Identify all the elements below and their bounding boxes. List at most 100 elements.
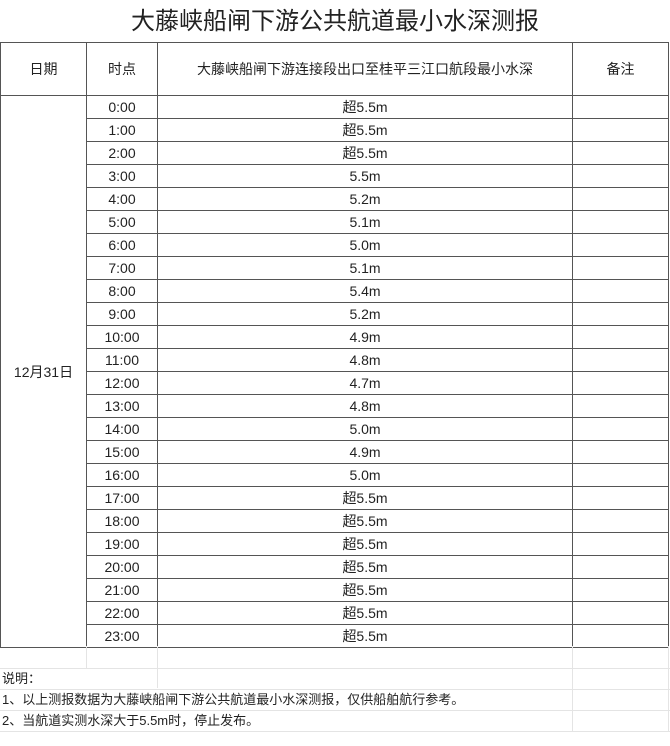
table-row: 3:00 5.5m — [1, 164, 669, 188]
remark-cell — [572, 348, 669, 372]
table-row: 8:00 5.4m — [1, 279, 669, 303]
remark-cell — [572, 394, 669, 418]
remark-cell — [572, 210, 669, 234]
remark-cell — [572, 509, 669, 533]
time-cell: 4:00 — [86, 187, 158, 211]
remark-cell — [572, 417, 669, 441]
depth-cell: 超5.5m — [157, 141, 573, 165]
table-row: 16:00 5.0m — [1, 463, 669, 487]
header-depth: 大藤峡船闸下游连接段出口至桂平三江口航段最小水深 — [157, 42, 573, 96]
remark-cell — [572, 486, 669, 510]
remark-cell — [572, 118, 669, 142]
table-row: 12月31日 0:00 超5.5m — [0, 95, 669, 648]
remark-cell — [572, 164, 669, 188]
remark-cell — [572, 279, 669, 303]
time-cell: 17:00 — [86, 486, 158, 510]
remark-cell — [572, 141, 669, 165]
remark-cell — [572, 601, 669, 625]
notes-section: 说明： 1、以上测报数据为大藤峡船闸下游公共航道最小水深测报，仅供船舶航行参考。… — [0, 646, 670, 732]
header-time: 时点 — [86, 42, 158, 96]
remark-cell — [572, 325, 669, 349]
time-cell: 16:00 — [86, 463, 158, 487]
table-row: 17:00 超5.5m — [1, 486, 669, 510]
remark-cell — [572, 532, 669, 556]
depth-cell: 超5.5m — [157, 624, 573, 648]
time-cell: 9:00 — [86, 302, 158, 326]
depth-cell: 超5.5m — [157, 509, 573, 533]
depth-cell: 4.9m — [157, 325, 573, 349]
table-row: 20:00 超5.5m — [1, 555, 669, 579]
depth-cell: 5.4m — [157, 279, 573, 303]
table-row: 21:00 超5.5m — [1, 578, 669, 602]
time-cell: 2:00 — [86, 141, 158, 165]
table-row: 1:00 超5.5m — [1, 118, 669, 142]
notes-line-1: 1、以上测报数据为大藤峡船闸下游公共航道最小水深测报，仅供船舶航行参考。 — [0, 690, 670, 711]
time-cell: 13:00 — [86, 394, 158, 418]
depth-cell: 超5.5m — [157, 578, 573, 602]
depth-cell: 5.2m — [157, 302, 573, 326]
remark-cell — [572, 440, 669, 464]
time-cell: 8:00 — [86, 279, 158, 303]
depth-cell: 4.9m — [157, 440, 573, 464]
table-row: 15:00 4.9m — [1, 440, 669, 464]
time-cell: 6:00 — [86, 233, 158, 257]
table-row: 12:00 4.7m — [1, 371, 669, 395]
table-row: 13:00 4.8m — [1, 394, 669, 418]
remark-cell — [572, 256, 669, 280]
remark-cell — [572, 302, 669, 326]
page-title: 大藤峡船闸下游公共航道最小水深测报 — [131, 8, 539, 35]
header-remark: 备注 — [572, 42, 669, 96]
time-cell: 22:00 — [86, 601, 158, 625]
table-row: 6:00 5.0m — [1, 233, 669, 257]
header-date: 日期 — [0, 42, 87, 96]
depth-cell: 5.2m — [157, 187, 573, 211]
table-row: 7:00 5.1m — [1, 256, 669, 280]
table-row: 4:00 5.2m — [1, 187, 669, 211]
time-cell: 10:00 — [86, 325, 158, 349]
depth-cell: 5.1m — [157, 210, 573, 234]
time-cell: 1:00 — [86, 118, 158, 142]
table-row: 22:00 超5.5m — [1, 601, 669, 625]
time-cell: 21:00 — [86, 578, 158, 602]
table-row: 19:00 超5.5m — [1, 532, 669, 556]
time-cell: 12:00 — [86, 371, 158, 395]
remark-cell — [572, 555, 669, 579]
header-row: 日期 时点 大藤峡船闸下游连接段出口至桂平三江口航段最小水深 备注 — [0, 42, 669, 96]
date-cell: 12月31日 — [0, 95, 87, 648]
time-cell: 11:00 — [86, 348, 158, 372]
remark-cell — [572, 233, 669, 257]
time-cell: 15:00 — [86, 440, 158, 464]
remark-cell — [572, 95, 669, 119]
depth-cell: 5.0m — [157, 233, 573, 257]
time-cell: 18:00 — [86, 509, 158, 533]
table-row: 23:00 超5.5m — [1, 624, 669, 648]
depth-cell: 超5.5m — [157, 486, 573, 510]
remark-cell — [572, 187, 669, 211]
depth-cell: 4.7m — [157, 371, 573, 395]
time-cell: 0:00 — [86, 95, 158, 119]
blank-row — [0, 646, 670, 669]
time-cell: 7:00 — [86, 256, 158, 280]
depth-cell: 5.0m — [157, 417, 573, 441]
depth-table: 日期 时点 大藤峡船闸下游连接段出口至桂平三江口航段最小水深 备注 12月31日… — [0, 42, 669, 648]
time-cell: 23:00 — [86, 624, 158, 648]
table-row: 9:00 5.2m — [1, 302, 669, 326]
remark-cell — [572, 371, 669, 395]
table-row: 14:00 5.0m — [1, 417, 669, 441]
remark-cell — [572, 463, 669, 487]
depth-cell: 超5.5m — [157, 118, 573, 142]
depth-cell: 超5.5m — [157, 95, 573, 119]
depth-cell: 4.8m — [157, 394, 573, 418]
depth-cell: 超5.5m — [157, 555, 573, 579]
time-cell: 19:00 — [86, 532, 158, 556]
time-cell: 5:00 — [86, 210, 158, 234]
notes-line-2: 2、当航道实测水深大于5.5m时，停止发布。 — [0, 711, 670, 732]
depth-cell: 5.0m — [157, 463, 573, 487]
depth-cell: 5.5m — [157, 164, 573, 188]
remark-cell — [572, 624, 669, 648]
depth-cell: 超5.5m — [157, 532, 573, 556]
table-row: 18:00 超5.5m — [1, 509, 669, 533]
depth-cell: 5.1m — [157, 256, 573, 280]
depth-cell: 4.8m — [157, 348, 573, 372]
depth-cell: 超5.5m — [157, 601, 573, 625]
